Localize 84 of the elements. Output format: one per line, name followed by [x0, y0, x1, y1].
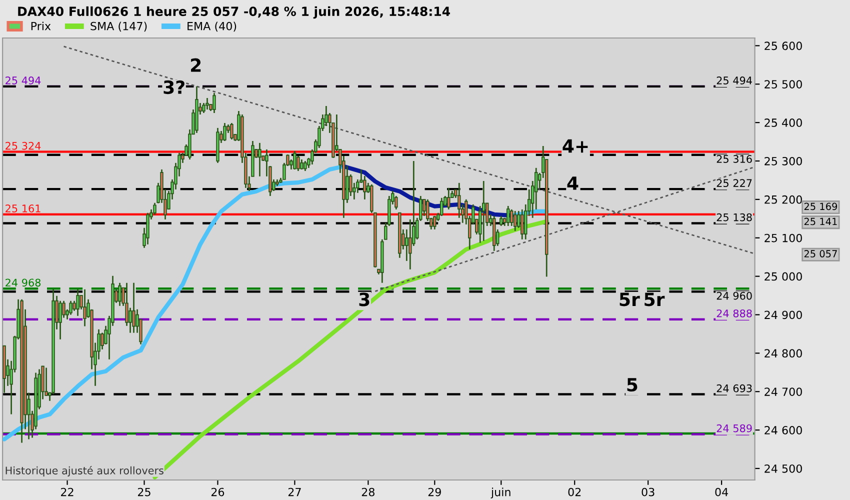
annotation: 3?: [164, 80, 184, 94]
candlestick: [520, 208, 524, 240]
candlestick: [458, 182, 461, 219]
ref-line-label: 24 960: [716, 292, 752, 300]
candlestick: [447, 187, 450, 210]
y-tick-label: 24 900: [764, 310, 802, 320]
text: 25 169: [804, 202, 838, 210]
x-tick-label: 26: [211, 488, 224, 496]
candlestick: [304, 160, 307, 172]
candlestick: [83, 288, 86, 327]
candlestick: [76, 288, 80, 317]
text: 25 141: [804, 218, 837, 226]
y-tick-label: 25 000: [764, 272, 802, 281]
ref-line-label: 25 227: [716, 179, 752, 188]
candlestick: [349, 174, 352, 197]
candlestick: [258, 142, 262, 178]
candlestick: [212, 92, 216, 114]
ref-line-label: 25 161: [6, 204, 40, 212]
annotation: 2: [191, 58, 201, 72]
candlestick: [296, 155, 300, 172]
y-tick-label: 24 600: [764, 426, 802, 434]
candlestick: [482, 180, 486, 242]
y-tick-label: 25 400: [764, 118, 802, 127]
y-tick-label: 24 500: [764, 464, 802, 473]
y-tick-label: 24 800: [764, 349, 802, 358]
x-tick-label: 02: [568, 488, 581, 496]
candlestick: [230, 122, 234, 140]
x-tick-label: 29: [428, 488, 441, 496]
candlestick: [132, 282, 136, 334]
annotation: Historique ajusté aux rollovers: [6, 466, 164, 476]
ref-line-label: 24 888: [716, 309, 752, 318]
annotation: 5r: [620, 292, 640, 306]
y-tick-label: 24 700: [764, 388, 802, 396]
x-tick-label: 28: [362, 488, 374, 496]
y-tick-label: 25 100: [764, 234, 802, 242]
x-tick-label: 27: [288, 488, 301, 496]
y-tick-label: 25 500: [764, 80, 802, 88]
x-tick-label: 22: [61, 488, 74, 496]
candlestick: [69, 300, 72, 316]
y-tick-label: 25 200: [764, 195, 802, 204]
legend-label: SMA (147): [90, 22, 147, 32]
ref-line-label: 25 494: [716, 76, 752, 84]
candlestick: [500, 215, 503, 227]
annotation: 5: [627, 378, 638, 392]
ref-line-label: 25 494: [6, 76, 41, 84]
legend-label: EMA (40): [188, 22, 236, 32]
candlestick: [510, 208, 514, 227]
candlestick: [202, 102, 206, 114]
y-tick-label: 25 600: [764, 42, 802, 50]
x-tick-label: 25: [138, 488, 150, 496]
ref-line-label: 24 589: [716, 424, 752, 432]
annotation: 4+: [562, 139, 588, 153]
text: 25 057: [804, 250, 837, 258]
candlestick: [324, 105, 328, 127]
candlestick: [118, 282, 122, 307]
y-tick-label: 25 300: [764, 156, 802, 166]
ref-line-label: 25 138: [716, 213, 752, 222]
ref-line-label: 25 316: [716, 155, 752, 163]
annotation: 4: [567, 176, 578, 190]
annotation: 5r: [644, 292, 665, 306]
candlestick: [506, 205, 510, 227]
candlestick: [433, 215, 436, 230]
x-tick-label: 03: [642, 488, 654, 496]
ref-line-label: 24 968: [6, 278, 41, 287]
candlestick: [146, 212, 150, 246]
candlestick: [394, 195, 398, 210]
candlestick: [405, 228, 408, 262]
legend-label: Prix: [31, 22, 51, 30]
annotation: 3: [359, 292, 370, 306]
candlestick: [153, 202, 156, 216]
ref-line-label: 24 693: [716, 384, 752, 392]
candlestick: [300, 158, 304, 170]
chart-title: DAX40 Full0626 1 heure 25 057 -0,48 % 1 juin 2026, 15:48:14: [18, 6, 450, 19]
candlestick: [514, 210, 517, 232]
x-tick-label: juin: [490, 488, 510, 498]
candlestick: [422, 198, 426, 217]
candlestick: [44, 367, 48, 397]
x-tick-label: 04: [715, 488, 728, 496]
ref-line-label: 25 324: [6, 142, 41, 150]
candlestick: [223, 122, 226, 142]
candlestick: [58, 300, 62, 340]
candlestick: [206, 97, 209, 110]
candlestick: [293, 150, 296, 170]
candlestick: [440, 197, 444, 217]
